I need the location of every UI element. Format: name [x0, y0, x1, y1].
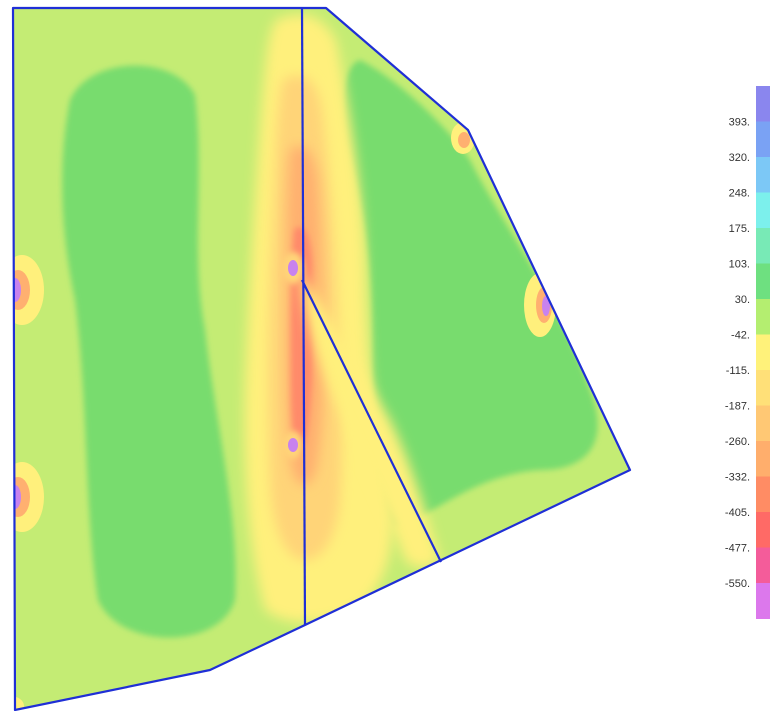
legend-swatch: [756, 370, 770, 406]
legend-label: -115.: [726, 365, 750, 377]
legend-swatch: [756, 228, 770, 264]
legend-label: 320.: [729, 152, 750, 164]
color-legend: 393. 320. 248. 175. 103. 30. -42. -115. -187. -26…: [725, 86, 770, 619]
legend-labels: 393. 320. 248. 175. 103. 30. -42. -115. -187. -26…: [725, 117, 750, 591]
legend-label: 103.: [729, 259, 750, 271]
legend-color-bar: [756, 86, 770, 619]
peak-spot: [288, 260, 298, 276]
legend-label: -550.: [725, 578, 750, 590]
legend-swatch: [756, 441, 770, 477]
legend-swatch: [756, 405, 770, 442]
legend-label: -405.: [725, 507, 750, 519]
legend-label: -260.: [725, 436, 750, 448]
legend-swatch: [756, 512, 770, 548]
legend-label: -42.: [731, 330, 750, 342]
peak-spot: [542, 296, 550, 316]
legend-swatch: [756, 192, 770, 229]
vertical-stiffener: [300, 7, 307, 626]
peak-spot: [204, 681, 218, 699]
legend-label: 175.: [729, 223, 750, 235]
legend-label: 393.: [729, 117, 750, 129]
legend-swatch: [756, 157, 770, 193]
legend-label: -332.: [725, 472, 750, 484]
legend-label: -477.: [725, 543, 750, 555]
diagonal-stiffener: [301, 279, 442, 563]
low-zone-left: [62, 65, 236, 638]
structure-outline: [11, 6, 632, 711]
legend-swatch: [756, 334, 770, 371]
peak-spot: [196, 670, 224, 706]
legend-swatch: [756, 263, 770, 300]
peak-spot: [288, 438, 298, 452]
plate-boundary: [11, 6, 632, 711]
legend-swatch: [756, 86, 770, 122]
peak-spot: [13, 278, 21, 302]
legend-swatch: [756, 121, 770, 158]
legend-swatch: [756, 299, 770, 335]
peak-spot: [13, 696, 24, 710]
legend-swatch: [756, 583, 770, 619]
peak-spot: [458, 132, 470, 148]
legend-swatch: [756, 547, 770, 584]
low-zone-right: [343, 60, 598, 525]
legend-swatch: [756, 476, 770, 513]
legend-label: 30.: [735, 294, 750, 306]
legend-label: -187.: [725, 401, 750, 413]
legend-label: 248.: [729, 188, 750, 200]
